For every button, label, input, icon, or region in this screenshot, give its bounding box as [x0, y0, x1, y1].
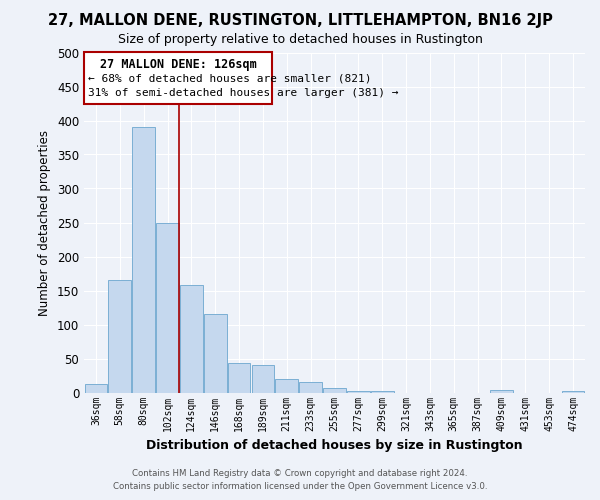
Bar: [251, 366, 274, 392]
Bar: [275, 379, 298, 392]
Bar: [109, 280, 131, 392]
Bar: [371, 391, 394, 392]
Bar: [347, 391, 370, 392]
Text: 31% of semi-detached houses are larger (381) →: 31% of semi-detached houses are larger (…: [88, 88, 398, 98]
Bar: [490, 390, 513, 392]
Bar: [562, 391, 584, 392]
X-axis label: Distribution of detached houses by size in Rustington: Distribution of detached houses by size …: [146, 439, 523, 452]
Bar: [323, 388, 346, 392]
Text: ← 68% of detached houses are smaller (821): ← 68% of detached houses are smaller (82…: [88, 74, 371, 84]
Text: 27, MALLON DENE, RUSTINGTON, LITTLEHAMPTON, BN16 2JP: 27, MALLON DENE, RUSTINGTON, LITTLEHAMPT…: [47, 12, 553, 28]
Bar: [85, 52, 272, 104]
Bar: [156, 222, 179, 392]
Bar: [299, 382, 322, 392]
Y-axis label: Number of detached properties: Number of detached properties: [38, 130, 52, 316]
Bar: [180, 285, 203, 393]
Text: 27 MALLON DENE: 126sqm: 27 MALLON DENE: 126sqm: [100, 58, 257, 71]
Text: Size of property relative to detached houses in Rustington: Size of property relative to detached ho…: [118, 33, 482, 46]
Bar: [204, 314, 227, 392]
Bar: [228, 362, 250, 392]
Text: Contains HM Land Registry data © Crown copyright and database right 2024.
Contai: Contains HM Land Registry data © Crown c…: [113, 469, 487, 491]
Bar: [85, 384, 107, 392]
Bar: [133, 128, 155, 392]
